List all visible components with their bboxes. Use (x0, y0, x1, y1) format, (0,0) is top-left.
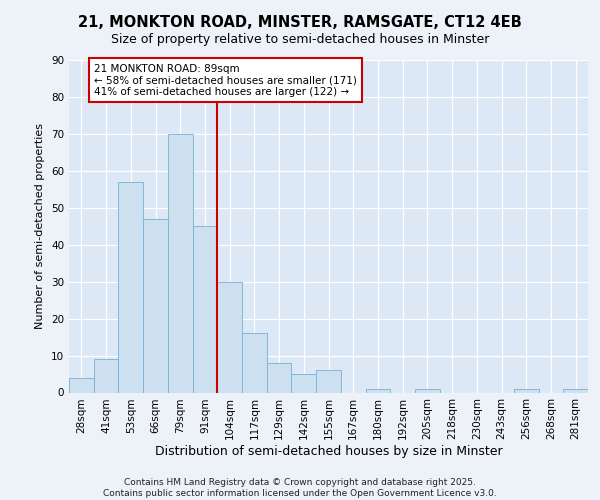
Bar (316, 370, 341, 392)
Bar (563, 389, 588, 392)
Bar (193, 226, 217, 392)
Bar (118, 182, 143, 392)
Text: Contains HM Land Registry data © Crown copyright and database right 2025.
Contai: Contains HM Land Registry data © Crown c… (103, 478, 497, 498)
Bar (415, 389, 440, 392)
Bar (94, 359, 118, 392)
Bar (267, 363, 292, 392)
X-axis label: Distribution of semi-detached houses by size in Minster: Distribution of semi-detached houses by … (155, 445, 502, 458)
Text: 21, MONKTON ROAD, MINSTER, RAMSGATE, CT12 4EB: 21, MONKTON ROAD, MINSTER, RAMSGATE, CT1… (78, 15, 522, 30)
Bar (514, 389, 539, 392)
Bar (168, 134, 193, 392)
Bar (69, 378, 94, 392)
Y-axis label: Number of semi-detached properties: Number of semi-detached properties (35, 123, 46, 329)
Text: Size of property relative to semi-detached houses in Minster: Size of property relative to semi-detach… (111, 32, 489, 46)
Bar (242, 334, 267, 392)
Text: 21 MONKTON ROAD: 89sqm
← 58% of semi-detached houses are smaller (171)
41% of se: 21 MONKTON ROAD: 89sqm ← 58% of semi-det… (94, 64, 356, 97)
Bar (365, 389, 390, 392)
Bar (292, 374, 316, 392)
Bar (143, 219, 168, 392)
Bar (217, 282, 242, 393)
